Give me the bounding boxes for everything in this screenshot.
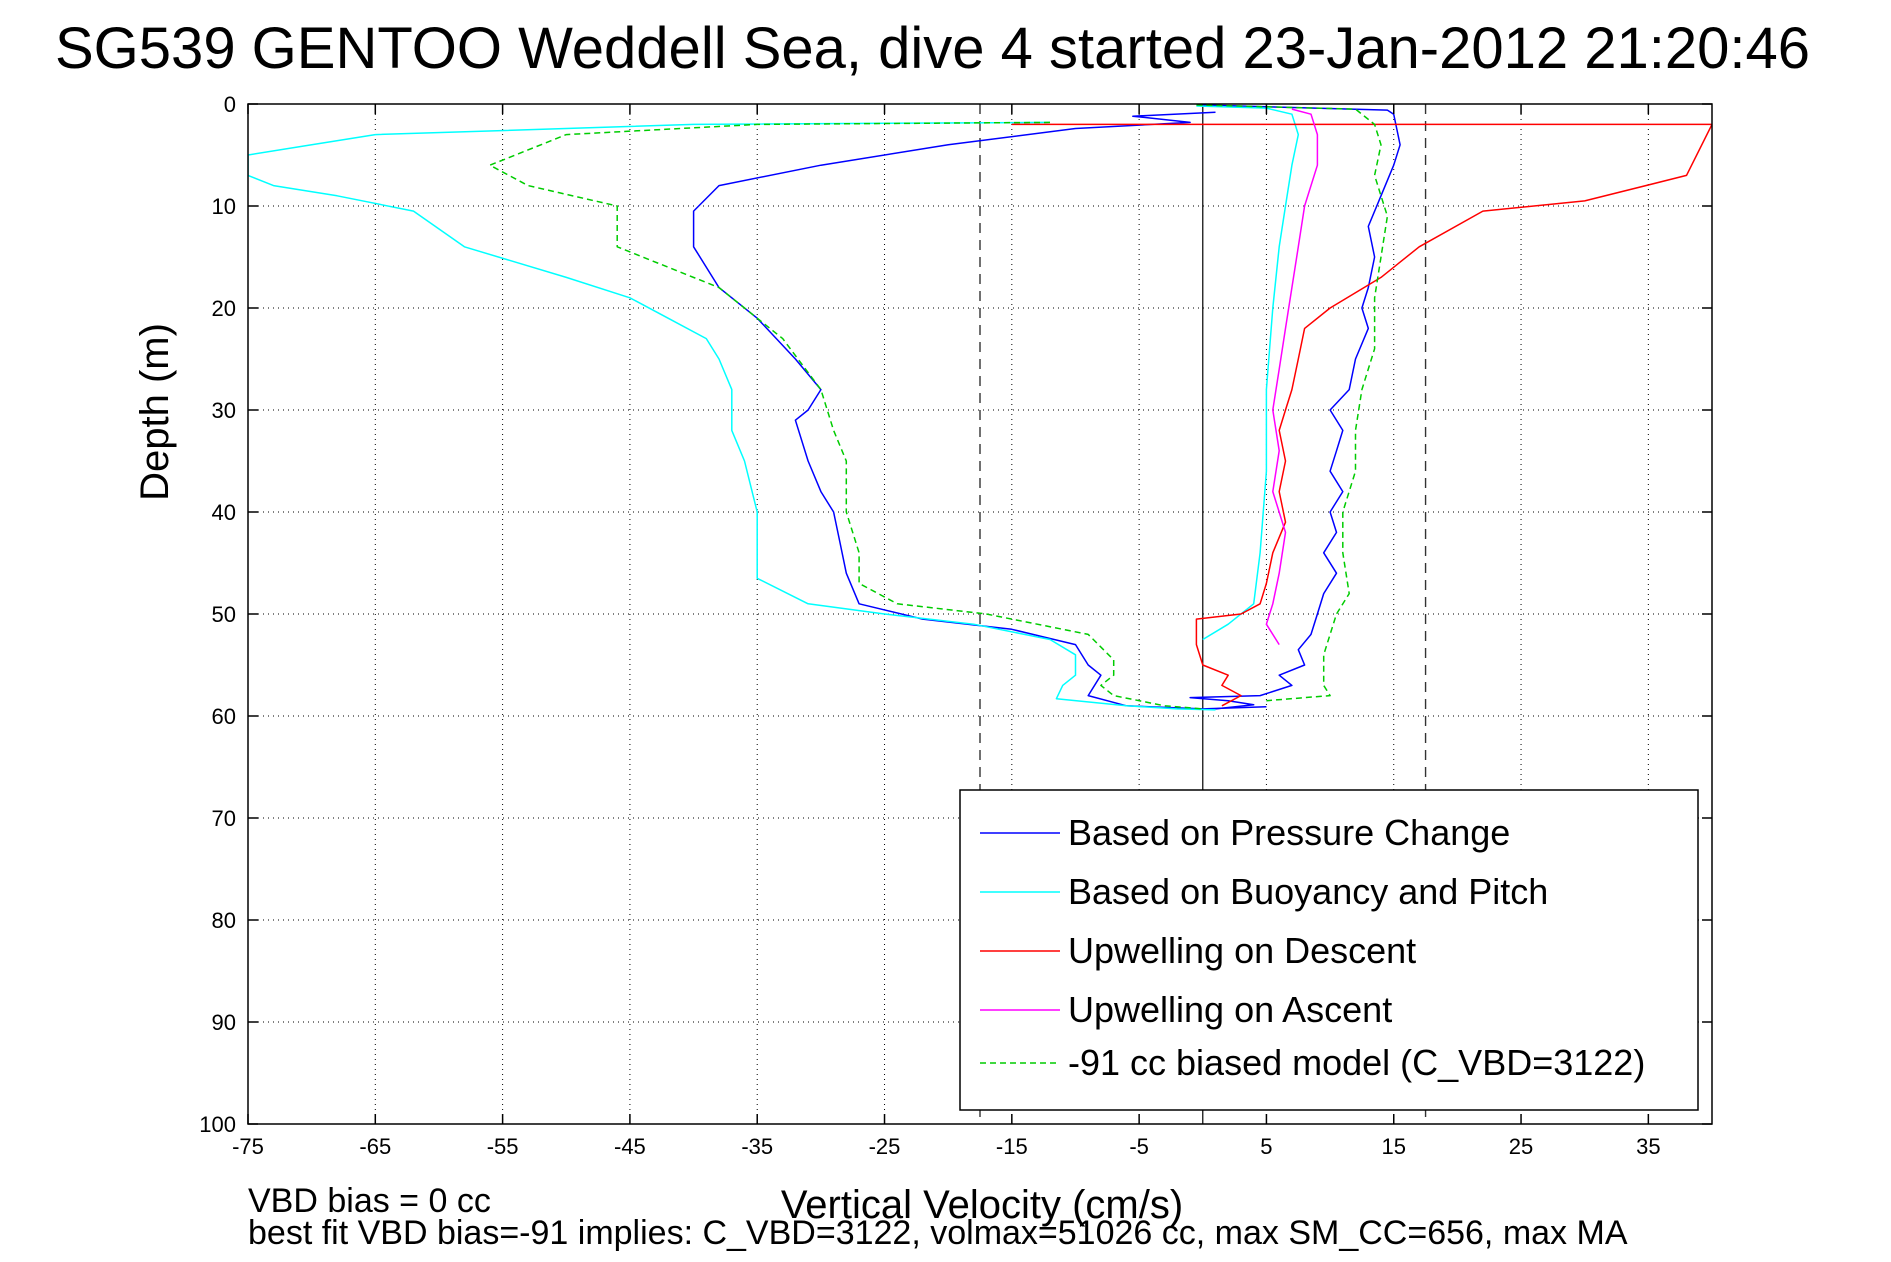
x-tick-label: -55 <box>487 1134 519 1159</box>
chart-title: SG539 GENTOO Weddell Sea, dive 4 started… <box>55 16 1810 81</box>
x-tick-label: 25 <box>1509 1134 1533 1159</box>
series-line-based-on-pressure-change-ascent <box>1189 104 1401 710</box>
y-tick-label: 30 <box>212 398 236 423</box>
series-line-upwelling-on-descent-descent <box>1011 123 1712 707</box>
series-line-based-on-buoyancy-and-pitch-ascent <box>1196 105 1300 641</box>
x-tick-label: -15 <box>996 1134 1028 1159</box>
best-fit-note: best fit VBD bias=-91 implies: C_VBD=312… <box>248 1214 1628 1252</box>
legend-box <box>959 789 1699 1111</box>
x-tick-label: 35 <box>1636 1134 1660 1159</box>
legend-entry-label: Upwelling on Descent <box>1068 930 1416 971</box>
legend-entry-label: Based on Pressure Change <box>1068 812 1510 853</box>
x-tick-label: -5 <box>1129 1134 1149 1159</box>
x-tick-label: 5 <box>1260 1134 1272 1159</box>
y-axis-label: Depth (m) <box>133 323 177 501</box>
x-tick-label: -65 <box>359 1134 391 1159</box>
y-tick-label: 60 <box>212 704 236 729</box>
y-tick-label: 70 <box>212 806 236 831</box>
legend-entry-label: -91 cc biased model (C_VBD=3122) <box>1068 1042 1645 1083</box>
x-tick-label: -35 <box>741 1134 773 1159</box>
y-tick-label: 80 <box>212 908 236 933</box>
vbd-bias-note: VBD bias = 0 cc <box>248 1182 491 1220</box>
x-tick-label: -75 <box>232 1134 264 1159</box>
series-group <box>248 104 1712 711</box>
series-line-91-cc-biased-model-c-vbd-3122-descent <box>489 121 1203 710</box>
series-line-based-on-buoyancy-and-pitch-descent <box>248 121 1216 711</box>
y-tick-label: 50 <box>212 602 236 627</box>
y-tick-label: 10 <box>212 194 236 219</box>
axis-ticks: -75 -65 -55 -45 -35 -25 -15 -5 5 15 25 350102030405… <box>199 92 1712 1159</box>
y-tick-label: 100 <box>199 1112 236 1137</box>
series-lines <box>248 104 1712 711</box>
x-tick-label: 15 <box>1381 1134 1405 1159</box>
series-line-based-on-pressure-change-descent <box>692 111 1267 710</box>
y-tick-label: 0 <box>224 92 236 117</box>
series-line-91-cc-biased-model-c-vbd-3122-ascent <box>1196 104 1389 702</box>
x-tick-label: -45 <box>614 1134 646 1159</box>
x-tick-label: -25 <box>869 1134 901 1159</box>
legend: Based on Pressure Change Based on Buoyanc… <box>959 789 1699 1111</box>
legend-entry-label: Upwelling on Ascent <box>1068 989 1392 1030</box>
legend-entry-label: Based on Buoyancy and Pitch <box>1068 871 1548 912</box>
y-tick-label: 90 <box>212 1010 236 1035</box>
y-tick-label: 40 <box>212 500 236 525</box>
series-line-upwelling-on-ascent-ascent <box>1265 108 1319 645</box>
y-tick-label: 20 <box>212 296 236 321</box>
x-axis-label: Vertical Velocity (cm/s) <box>781 1183 1183 1227</box>
